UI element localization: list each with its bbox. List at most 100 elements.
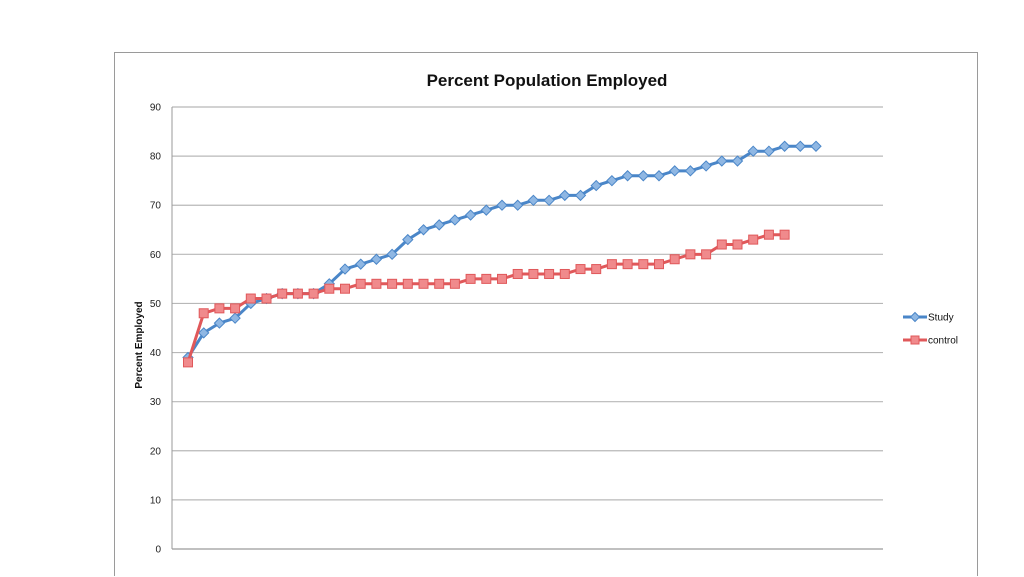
data-point bbox=[277, 288, 288, 299]
y-tick-label: 60 bbox=[150, 250, 162, 261]
data-point bbox=[434, 278, 445, 289]
data-point bbox=[591, 264, 602, 275]
data-point bbox=[731, 155, 744, 167]
data-point bbox=[763, 145, 775, 157]
data-point bbox=[245, 293, 256, 304]
data-point bbox=[528, 268, 539, 279]
data-point bbox=[512, 268, 523, 279]
y-tick-label: 40 bbox=[150, 348, 162, 359]
data-point bbox=[481, 273, 492, 284]
data-point bbox=[197, 327, 210, 339]
data-point bbox=[590, 179, 602, 192]
data-point bbox=[622, 259, 633, 270]
data-point bbox=[497, 273, 507, 284]
data-point bbox=[465, 273, 476, 284]
data-point bbox=[402, 233, 414, 246]
data-point bbox=[386, 248, 398, 261]
data-point bbox=[229, 312, 241, 324]
y-tick-label: 90 bbox=[150, 103, 162, 114]
data-point bbox=[653, 170, 665, 182]
legend-item: control bbox=[903, 335, 958, 347]
data-point bbox=[324, 283, 335, 294]
data-point bbox=[606, 259, 617, 270]
data-point bbox=[638, 259, 649, 270]
y-tick-label: 50 bbox=[150, 299, 162, 310]
data-point bbox=[559, 268, 570, 279]
data-point bbox=[747, 145, 759, 157]
data-point bbox=[340, 283, 350, 294]
y-tick-label: 0 bbox=[155, 545, 161, 556]
data-point bbox=[527, 194, 540, 207]
data-point bbox=[559, 189, 571, 202]
data-point bbox=[574, 189, 587, 202]
series-control bbox=[183, 229, 790, 368]
data-point bbox=[654, 259, 664, 270]
data-point bbox=[230, 303, 241, 314]
legend-label: Study bbox=[928, 313, 954, 324]
data-point bbox=[213, 317, 226, 329]
data-point bbox=[543, 194, 555, 207]
y-axis-label: Percent Employed bbox=[134, 301, 145, 388]
data-point bbox=[748, 234, 759, 245]
data-point bbox=[685, 249, 696, 260]
data-point bbox=[371, 278, 382, 289]
data-point bbox=[417, 224, 430, 236]
data-point bbox=[684, 165, 697, 177]
data-point bbox=[214, 303, 225, 314]
data-point bbox=[779, 229, 790, 240]
data-point bbox=[669, 254, 680, 265]
data-point bbox=[433, 219, 445, 231]
series-layer bbox=[182, 140, 822, 368]
data-point bbox=[716, 239, 727, 250]
data-point bbox=[261, 293, 272, 304]
data-point bbox=[794, 140, 807, 152]
data-point bbox=[575, 264, 586, 275]
data-point bbox=[716, 155, 728, 167]
legend-marker bbox=[910, 335, 920, 345]
data-point bbox=[355, 278, 366, 289]
data-point bbox=[464, 209, 477, 221]
data-point bbox=[370, 253, 383, 265]
data-point bbox=[700, 160, 712, 172]
y-tick-label: 20 bbox=[150, 446, 162, 457]
legend: Study control bbox=[903, 311, 958, 347]
gridlines bbox=[172, 106, 883, 550]
data-point bbox=[480, 204, 493, 216]
data-point bbox=[668, 165, 681, 177]
chart-title: Percent Population Employed bbox=[427, 71, 668, 90]
data-point bbox=[544, 268, 555, 279]
data-point bbox=[183, 357, 193, 368]
data-point bbox=[810, 140, 822, 152]
data-point bbox=[701, 249, 712, 260]
series-line bbox=[186, 144, 816, 359]
series-study bbox=[182, 140, 822, 364]
y-tick-label: 80 bbox=[150, 152, 162, 163]
data-point bbox=[778, 140, 791, 152]
data-point bbox=[511, 199, 524, 211]
data-point bbox=[292, 288, 303, 299]
data-point bbox=[198, 308, 209, 319]
chart-frame: Percent Population Employed 0 10 20 30 40 50 6… bbox=[114, 52, 978, 576]
y-tick-label: 70 bbox=[150, 201, 162, 212]
data-point bbox=[387, 278, 398, 289]
data-point bbox=[418, 278, 429, 289]
y-axis-ticks: 0 10 20 30 40 50 60 70 80 90 bbox=[150, 103, 162, 556]
y-tick-label: 30 bbox=[150, 397, 162, 408]
data-point bbox=[449, 278, 460, 289]
data-point bbox=[637, 170, 650, 182]
data-point bbox=[732, 239, 743, 250]
data-point bbox=[606, 174, 618, 187]
data-point bbox=[402, 278, 413, 289]
legend-item: Study bbox=[903, 311, 954, 324]
y-tick-label: 10 bbox=[150, 495, 162, 506]
data-point bbox=[339, 263, 351, 275]
data-point bbox=[763, 229, 774, 240]
data-point bbox=[354, 258, 367, 270]
data-point bbox=[308, 288, 319, 299]
data-point bbox=[621, 170, 634, 182]
data-point bbox=[496, 199, 508, 211]
data-point bbox=[449, 214, 461, 226]
legend-marker bbox=[909, 311, 921, 323]
legend-label: control bbox=[928, 336, 958, 347]
line-chart: Percent Population Employed 0 10 20 30 40 50 6… bbox=[134, 71, 958, 556]
